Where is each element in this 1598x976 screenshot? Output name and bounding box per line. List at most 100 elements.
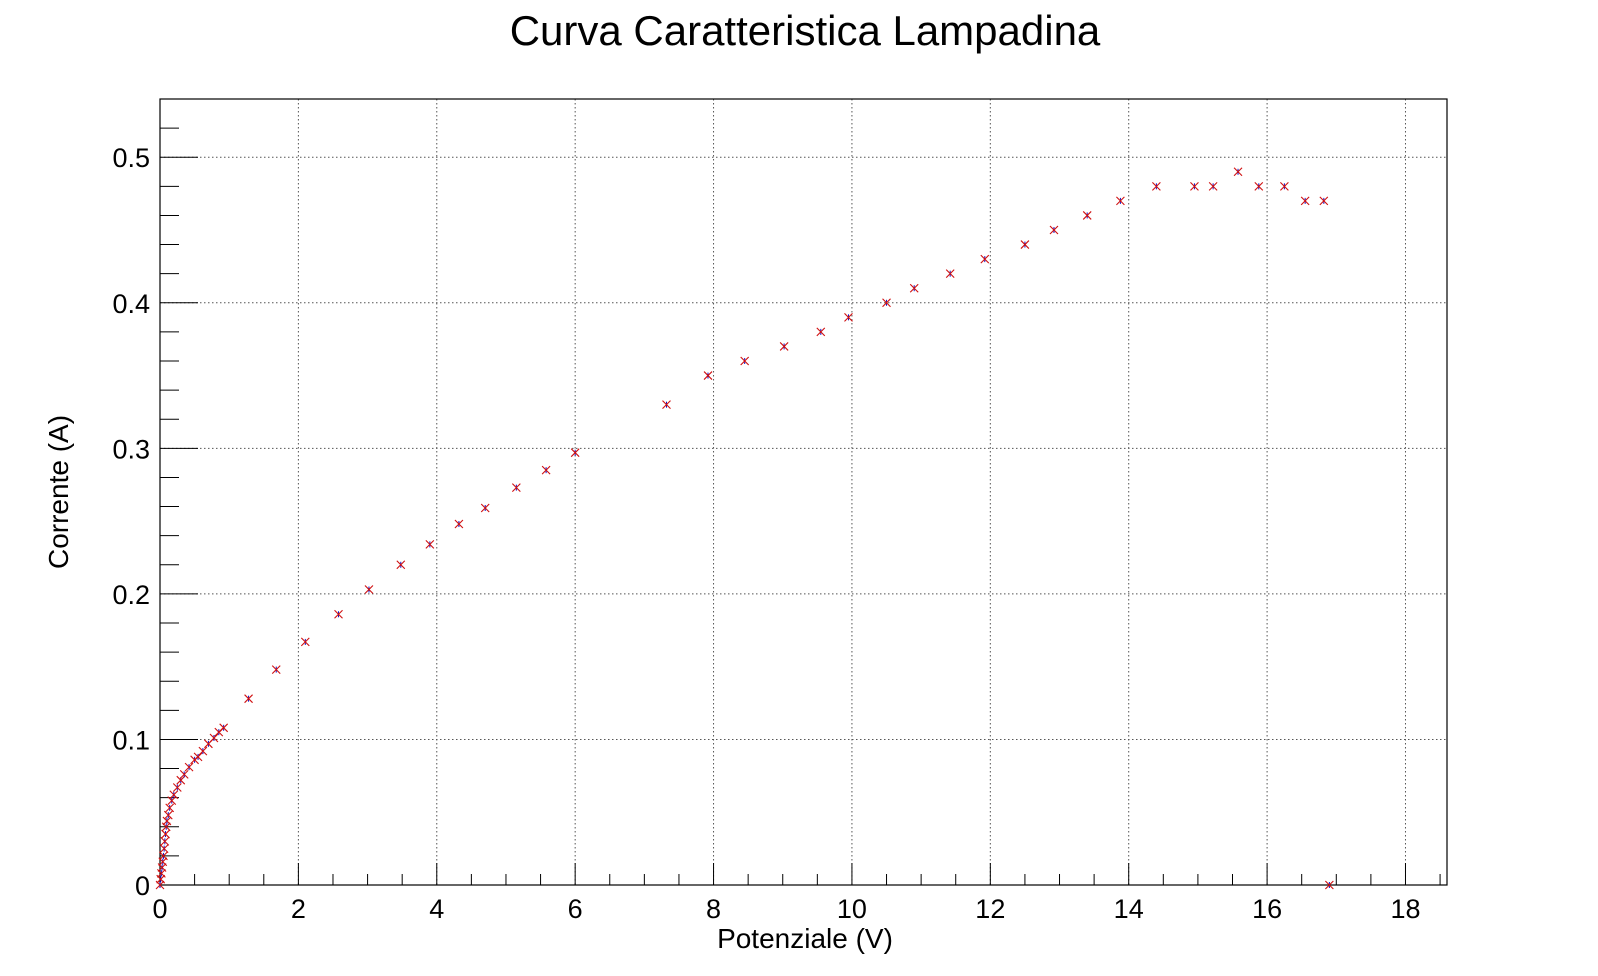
data-point — [209, 733, 219, 743]
marker-stroke — [160, 836, 170, 846]
data-point — [740, 356, 750, 366]
marker-stroke — [740, 356, 750, 366]
data-point — [1233, 167, 1243, 177]
data-point — [882, 298, 891, 308]
marker-stroke — [1208, 181, 1218, 191]
marker-stroke — [1324, 880, 1334, 890]
y-tick-label: 0 — [135, 871, 150, 901]
marker-stroke — [703, 371, 713, 380]
data-point — [159, 851, 168, 861]
data-point — [163, 810, 173, 820]
data-point — [167, 796, 177, 805]
grid-lines — [160, 99, 1447, 885]
marker-stroke — [162, 816, 172, 826]
data-point — [160, 836, 170, 846]
marker-stroke — [1020, 240, 1030, 249]
marker-stroke — [244, 694, 253, 704]
y-tick-label: 0.2 — [112, 580, 150, 610]
data-point — [541, 465, 551, 475]
marker-stroke — [454, 519, 464, 529]
data-point — [159, 844, 169, 853]
data-point — [396, 560, 406, 570]
data-point — [454, 519, 464, 529]
x-tick-label: 2 — [291, 894, 306, 924]
data-point — [570, 448, 580, 458]
y-tick-label: 0.3 — [112, 434, 150, 464]
data-point — [980, 254, 990, 264]
marker-stroke — [1233, 167, 1243, 177]
x-tick-label: 10 — [837, 894, 867, 924]
marker-stroke — [882, 298, 891, 308]
data-point — [162, 816, 172, 826]
data-point — [1082, 211, 1092, 220]
data-point — [1049, 225, 1059, 235]
marker-stroke — [155, 880, 165, 890]
data-point — [244, 694, 253, 704]
x-tick-label: 6 — [568, 894, 583, 924]
y-axis-tick-labels: 0 0.1 0.2 0.3 0.4 0.5 — [112, 143, 150, 901]
marker-stroke — [179, 769, 189, 779]
marker-stroke — [816, 327, 826, 337]
marker-stroke — [779, 342, 789, 351]
marker-stroke — [184, 762, 194, 772]
data-point — [480, 503, 490, 513]
marker-stroke — [198, 746, 208, 756]
marker-stroke — [945, 269, 955, 279]
data-point — [1208, 181, 1218, 191]
marker-stroke — [157, 863, 167, 872]
data-point — [1280, 181, 1289, 191]
marker-stroke — [1151, 181, 1161, 191]
x-tick-label: 14 — [1114, 894, 1144, 924]
y-tick-label: 0.1 — [112, 725, 150, 755]
data-point — [364, 585, 374, 594]
x-tick-label: 16 — [1252, 894, 1282, 924]
data-point — [1319, 196, 1329, 206]
marker-stroke — [167, 796, 177, 805]
data-point — [909, 283, 919, 293]
plot-frame — [159, 98, 1448, 886]
marker-stroke — [980, 254, 990, 264]
x-tick-label: 4 — [429, 894, 444, 924]
marker-stroke — [1116, 196, 1125, 206]
data-point — [1116, 196, 1125, 206]
marker-stroke — [159, 851, 168, 861]
marker-stroke — [570, 448, 580, 458]
marker-stroke — [172, 783, 182, 792]
data-point — [161, 829, 170, 839]
data-point — [169, 790, 179, 800]
marker-stroke — [169, 790, 179, 800]
data-point — [662, 400, 671, 410]
y-tick-label: 0.4 — [112, 289, 150, 319]
marker-stroke — [1280, 181, 1289, 191]
marker-stroke — [271, 665, 281, 674]
marker-stroke — [1319, 196, 1329, 206]
chart-title: Curva Caratteristica Lampadina — [510, 7, 1101, 54]
marker-stroke — [1049, 225, 1059, 235]
data-point — [816, 327, 826, 337]
marker-stroke — [161, 829, 170, 839]
data-point — [511, 483, 521, 493]
marker-stroke — [163, 810, 173, 820]
marker-stroke — [158, 857, 168, 867]
x-axis-label: Potenziale (V) — [717, 923, 893, 954]
data-point — [271, 665, 281, 674]
marker-stroke — [1254, 181, 1264, 191]
data-point — [779, 342, 789, 351]
data-point — [425, 540, 435, 549]
marker-stroke — [909, 283, 919, 293]
data-point — [193, 752, 203, 762]
x-tick-label: 12 — [975, 894, 1005, 924]
marker-stroke — [425, 540, 435, 549]
x-tick-label: 0 — [152, 894, 167, 924]
marker-stroke — [176, 775, 186, 785]
marker-stroke — [844, 312, 853, 322]
marker-stroke — [156, 874, 166, 884]
x-tick-label: 8 — [706, 894, 721, 924]
marker-stroke — [480, 503, 490, 513]
marker-stroke — [511, 483, 521, 493]
marker-stroke — [396, 560, 406, 570]
data-point — [172, 783, 182, 792]
data-point — [945, 269, 955, 279]
